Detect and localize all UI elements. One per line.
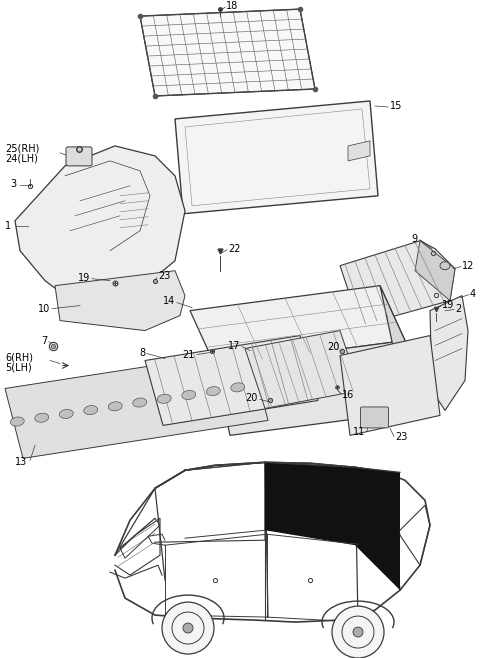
Circle shape: [332, 606, 384, 658]
Text: 16: 16: [342, 390, 354, 401]
Ellipse shape: [133, 398, 147, 407]
Text: 10: 10: [38, 303, 50, 314]
Text: 18: 18: [226, 1, 238, 11]
Text: 5(LH): 5(LH): [5, 363, 32, 372]
Text: 15: 15: [390, 101, 402, 111]
Text: 12: 12: [462, 261, 474, 270]
Ellipse shape: [84, 405, 98, 415]
Polygon shape: [245, 330, 360, 409]
Text: 24(LH): 24(LH): [5, 154, 38, 164]
Polygon shape: [15, 146, 185, 301]
Polygon shape: [348, 141, 370, 161]
Ellipse shape: [108, 402, 122, 411]
Text: 11: 11: [353, 428, 365, 438]
Text: 3: 3: [10, 179, 16, 189]
Polygon shape: [175, 101, 378, 214]
Ellipse shape: [182, 390, 196, 399]
Ellipse shape: [60, 409, 73, 418]
Circle shape: [162, 602, 214, 654]
Text: 1: 1: [5, 220, 11, 231]
Polygon shape: [190, 286, 405, 365]
Ellipse shape: [35, 413, 48, 422]
Text: 22: 22: [228, 243, 240, 254]
Text: 7: 7: [41, 336, 47, 345]
Text: 13: 13: [15, 457, 27, 467]
Polygon shape: [265, 463, 400, 590]
Text: 20: 20: [246, 393, 258, 403]
Text: 23: 23: [395, 432, 408, 442]
Polygon shape: [340, 336, 440, 436]
Circle shape: [183, 623, 193, 633]
Text: 17: 17: [228, 341, 240, 351]
Ellipse shape: [440, 262, 450, 270]
Polygon shape: [415, 241, 455, 301]
Text: 4: 4: [470, 289, 476, 299]
Polygon shape: [145, 336, 318, 426]
Text: 23: 23: [158, 270, 170, 281]
Polygon shape: [268, 463, 355, 533]
FancyBboxPatch shape: [66, 147, 92, 166]
Polygon shape: [380, 286, 420, 411]
Text: 8: 8: [139, 347, 145, 357]
Polygon shape: [215, 341, 420, 436]
Text: 9: 9: [412, 234, 418, 243]
Text: 6(RH): 6(RH): [5, 353, 33, 363]
Text: 2: 2: [455, 303, 461, 314]
Polygon shape: [430, 295, 468, 411]
Ellipse shape: [206, 387, 220, 395]
Text: 21: 21: [182, 349, 195, 359]
Polygon shape: [340, 241, 455, 326]
Ellipse shape: [231, 383, 245, 392]
Polygon shape: [5, 351, 268, 459]
Ellipse shape: [10, 417, 24, 426]
Ellipse shape: [157, 394, 171, 403]
Text: 14: 14: [163, 295, 175, 305]
Text: 19: 19: [78, 272, 90, 283]
Text: 25(RH): 25(RH): [5, 144, 39, 154]
Polygon shape: [55, 270, 185, 330]
Text: 19: 19: [442, 299, 454, 310]
FancyBboxPatch shape: [360, 407, 388, 428]
Polygon shape: [140, 9, 315, 96]
Text: 20: 20: [328, 342, 340, 351]
Circle shape: [353, 627, 363, 637]
